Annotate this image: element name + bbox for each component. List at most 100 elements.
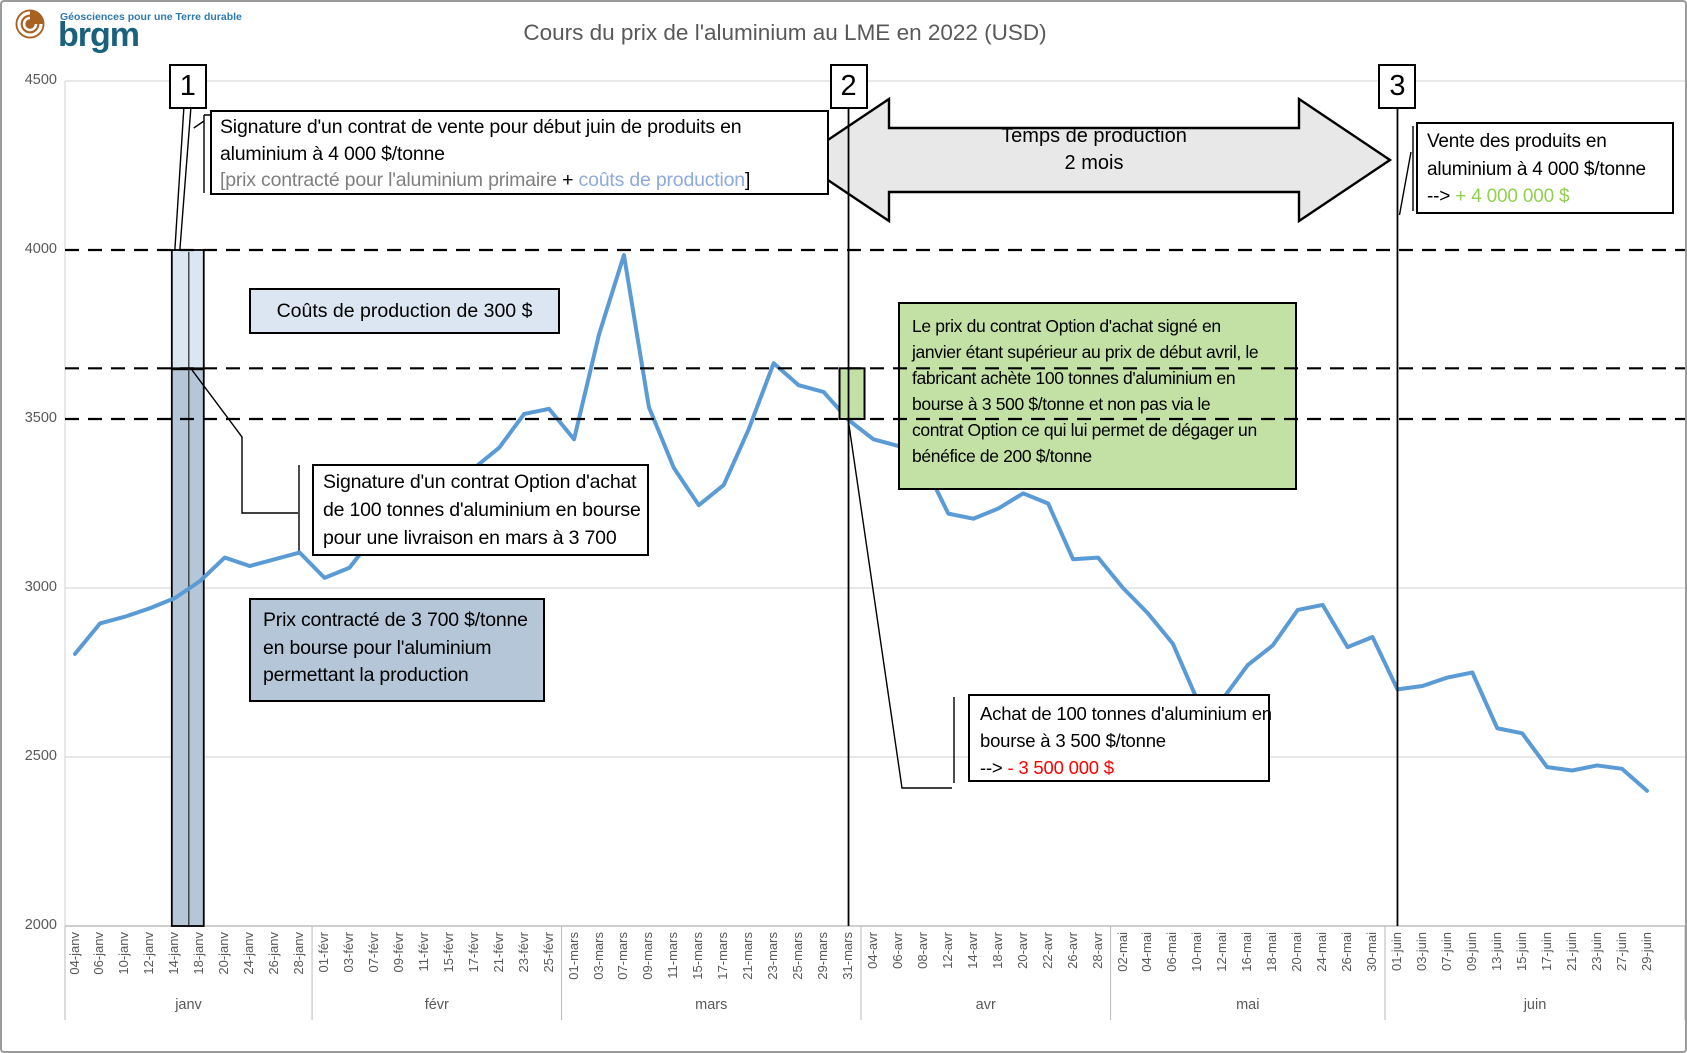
text-part: ] [744,169,751,191]
x-tick-label: 02-mai [1114,932,1130,972]
x-tick-label: 23-juin [1588,932,1604,972]
x-tick-label: 07-juin [1438,932,1454,972]
brgm-logo: Géosciences pour une Terre durable brgm [2,2,252,62]
annotation-line: Achat de 100 tonnes d'aluminium en [980,703,1272,724]
connector-line [179,108,192,252]
month-label-févr: févr [424,997,449,1013]
x-tick-label: 27-juin [1613,932,1629,972]
x-tick-label: 11-mars [665,932,681,979]
annotation-line: permettant la production [263,664,469,686]
annotation-line: --> - 3 500 000 $ [980,754,1258,781]
connector-line [193,120,205,129]
x-tick-label: 06-janv [91,932,107,975]
month-label-juin: juin [1523,997,1547,1013]
x-tick-label: 21-févr [490,932,506,973]
month-label-janv: janv [175,997,202,1013]
annotation-line: contrat Option ce qui lui permet de déga… [912,420,1257,440]
annotation-line: aluminium à 4 000 $/tonne [220,142,445,165]
annotation-line: bénéfice de 200 $/tonne [912,446,1092,466]
y-tick-label: 2000 [24,917,57,933]
x-tick-label: 09-juin [1463,932,1479,972]
annotation-line: fabricant achète 100 tonnes d'aluminium … [912,368,1236,388]
price-line [73,253,1649,793]
x-tick-label: 06-mai [1164,932,1180,972]
marker2-highlight-cell [838,367,866,420]
annotation-line: Le prix du contrat Option d'achat signé … [912,316,1221,336]
x-tick-label: 04-mai [1139,932,1155,972]
text-part: --> [1427,186,1456,207]
x-tick-label: 28-avr [1089,932,1105,969]
page-title: Cours du prix de l'aluminium au LME en 2… [523,20,1047,45]
x-tick-label: 09-mars [640,932,656,980]
text-part: coûts de production [578,169,746,191]
x-tick-label: 14-avr [964,932,980,969]
annotation-line: en bourse pour l'aluminium [263,636,492,659]
x-tick-label: 12-mai [1214,932,1230,972]
x-tick-label: 04-janv [66,932,82,975]
x-tick-label: 26-mai [1339,932,1355,972]
y-tick-label: 4000 [24,241,57,257]
annotation-line: bourse à 3 500 $/tonne [980,730,1166,751]
connector-line [174,108,185,252]
marker1-band-lower [170,368,205,927]
x-tick-label: 29-juin [1638,932,1654,972]
annotation-line: bourse à 3 500 $/tonne et non pas via le [912,394,1211,414]
y-tick-label: 4500 [24,72,57,88]
x-tick-label: 30-mai [1364,932,1380,972]
x-tick-label: 25-févr [540,932,556,973]
x-tick-label: 18-avr [989,932,1005,969]
x-tick-label: 31-mars [840,932,856,980]
annotation-line: Prix contracté de 3 700 $/tonne [263,609,528,631]
x-tick-label: 28-janv [291,932,307,975]
annotation-option-decision: Le prix du contrat Option d'achat signé … [898,302,1297,490]
x-tick-label: 01-mars [565,932,581,980]
annotation-line: Coûts de production de 300 $ [276,300,533,322]
annotation-line: Temps de production [1001,125,1187,147]
text-part: + [562,169,579,191]
annotation-line: Vente des produits en [1427,131,1607,152]
x-tick-label: 08-avr [914,932,930,969]
x-tick-label: 24-janv [241,932,257,975]
x-tick-label: 20-janv [216,932,232,975]
x-tick-label: 10-janv [116,932,132,975]
x-tick-label: 26-janv [266,932,282,975]
x-tick-label: 23-févr [515,932,531,973]
annotation-line: de 100 tonnes d'aluminium en bourse [323,499,641,521]
x-tick-label: 16-mai [1239,932,1255,972]
annotation-contract-sale: Signature d'un contrat de vente pour déb… [210,110,829,195]
annotation-line: aluminium à 4 000 $/tonne [1427,158,1646,180]
x-tick-label: 01-juin [1388,932,1404,972]
text-part: [prix contracté pour l'aluminium primair… [220,169,563,191]
x-tick-label: 25-mars [790,932,806,980]
x-tick-label: 20-mai [1289,932,1305,972]
x-tick-label: 14-janv [166,932,182,975]
month-label-avr: avr [975,997,996,1013]
x-tick-label: 29-mars [815,932,831,980]
x-tick-label: 01-févr [316,932,332,973]
brgm-logo-icon [15,9,45,39]
x-tick-label: 11-févr [415,932,431,972]
x-tick-label: 15-févr [440,932,456,973]
x-tick-label: 04-avr [864,932,880,969]
x-tick-label: 23-mars [765,932,781,980]
x-tick-label: 17-mars [715,932,731,980]
x-tick-label: 07-mars [615,932,631,980]
x-tick-label: 21-mars [740,932,756,980]
marker1-band-upper [170,249,205,370]
annotation-production-costs: Coûts de production de 300 $ [249,288,560,334]
annotation-contracted-price: Prix contracté de 3 700 $/tonne en bours… [249,598,545,702]
marker-box-3: 3 [1378,64,1417,109]
y-tick-label: 2500 [24,748,57,764]
x-tick-label: 09-févr [390,932,406,973]
connector-line [191,369,298,514]
annotation-line: --> + 4 000 000 $ [1427,183,1663,211]
logo-brand: brgm [58,16,140,54]
text-part: --> [980,757,1008,778]
annotation-line: 2 mois [1064,152,1124,174]
x-tick-label: 06-avr [889,932,905,969]
annotation-sale: Vente des produits en aluminium à 4 000 … [1416,122,1674,214]
text-part: - 3 500 000 $ [1007,757,1114,778]
annotation-purchase: Achat de 100 tonnes d'aluminium en bours… [968,694,1272,782]
x-tick-label: 10-mai [1189,932,1205,972]
annotation-line: Signature d'un contrat Option d'achat [323,471,637,493]
